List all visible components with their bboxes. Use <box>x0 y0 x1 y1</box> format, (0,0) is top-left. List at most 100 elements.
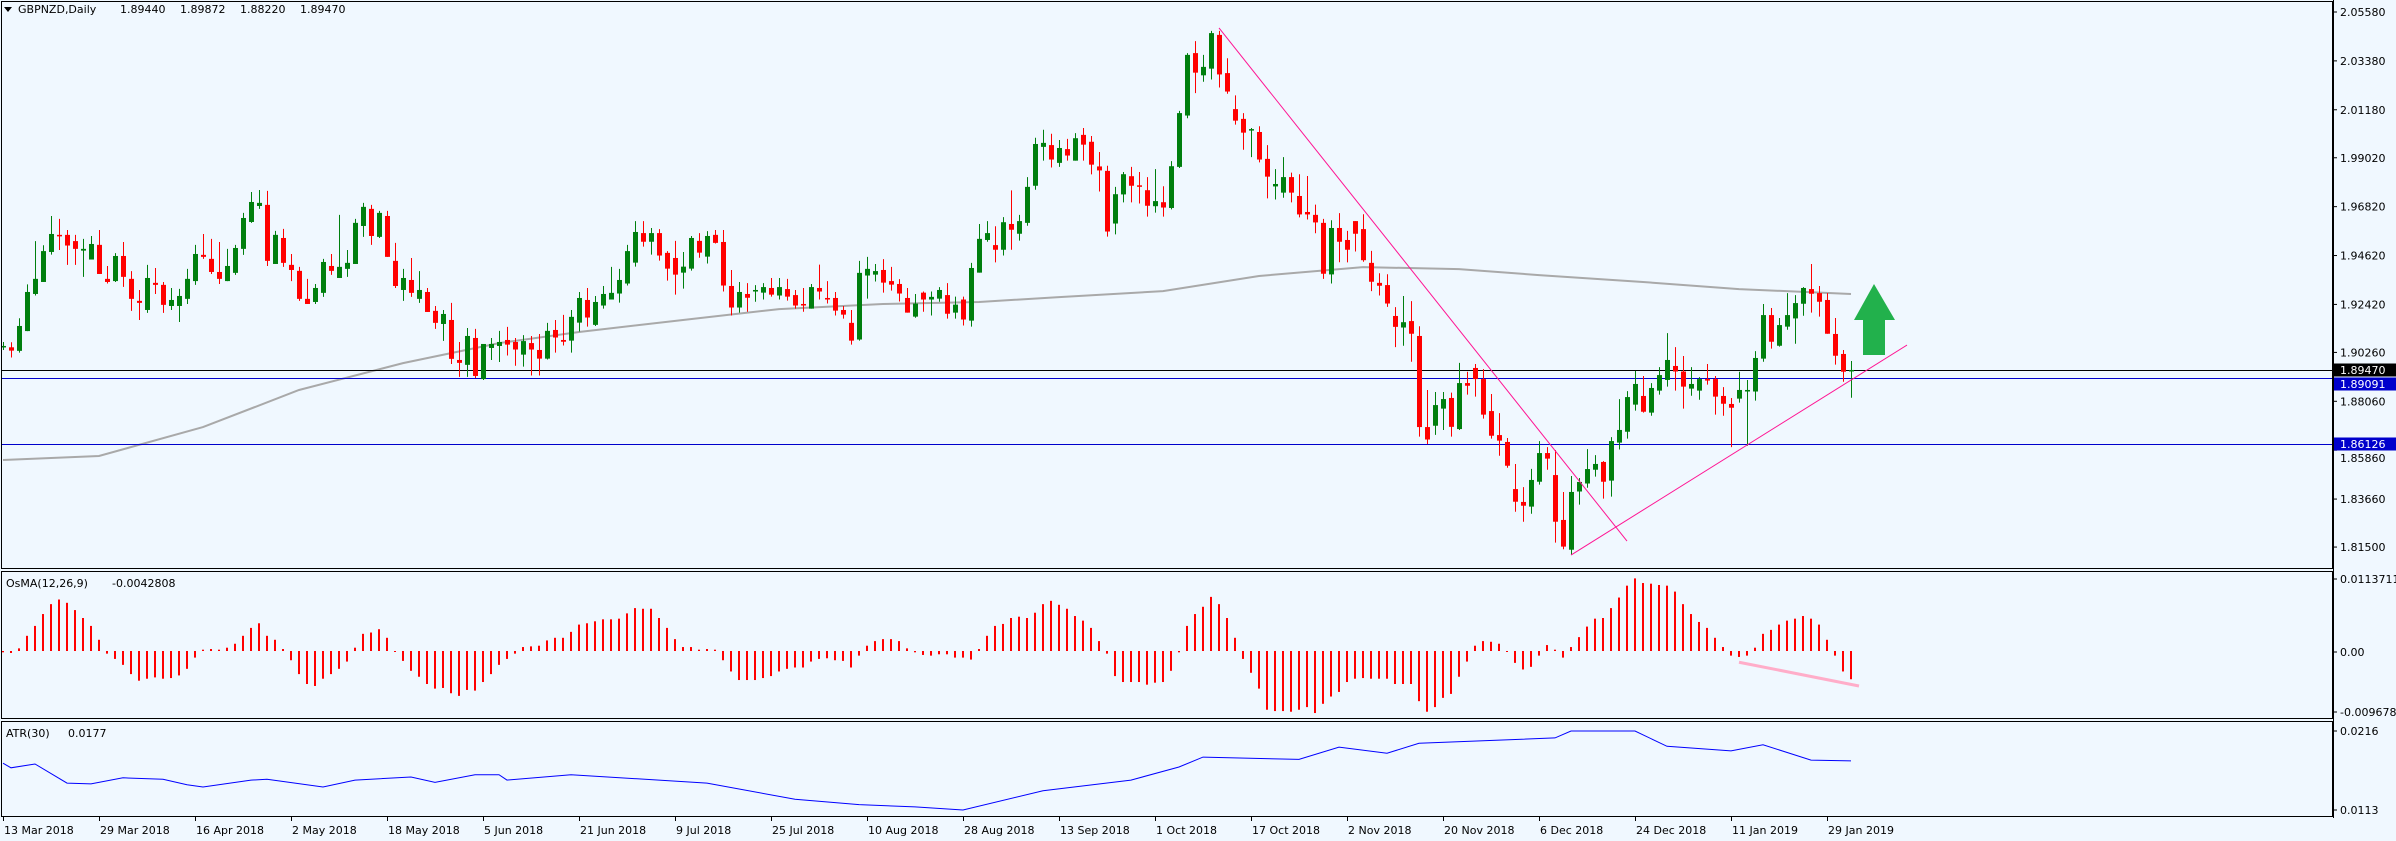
candle <box>1785 293 1790 330</box>
osma-bar <box>786 651 788 669</box>
candle <box>1409 301 1414 362</box>
candle-body <box>945 295 950 314</box>
candle-body <box>273 234 278 264</box>
candle <box>305 278 310 304</box>
osma-bar <box>1058 604 1060 651</box>
candle <box>409 257 414 297</box>
triangle-down-icon[interactable] <box>4 7 12 12</box>
osma-bar <box>490 651 492 675</box>
price-axis-label: 2.03380 <box>2340 55 2386 68</box>
candle <box>1321 218 1326 279</box>
osma-bar <box>162 651 164 679</box>
candle <box>1433 391 1438 435</box>
candle-body <box>1713 379 1718 397</box>
price-label-box <box>2334 377 2396 391</box>
candle <box>361 202 366 237</box>
atr-panel[interactable] <box>2 730 1852 811</box>
candle-body <box>1569 491 1574 550</box>
candle-body <box>513 341 518 350</box>
candle-body <box>225 265 230 282</box>
osma-bar <box>1162 651 1164 683</box>
candle <box>1617 399 1622 450</box>
price-axis-label: 1.88060 <box>2340 395 2386 408</box>
candle-body <box>753 289 758 292</box>
candle-body <box>745 293 750 298</box>
candle-body <box>1401 322 1406 328</box>
osma-bar <box>114 651 116 659</box>
osma-bar <box>1842 651 1844 672</box>
ascending-trendline[interactable] <box>1570 344 1908 556</box>
price-panel[interactable] <box>1 27 2333 556</box>
osma-panel[interactable] <box>2 578 1860 714</box>
candle-body <box>689 237 694 269</box>
candle-body <box>1097 166 1102 171</box>
osma-bar <box>418 651 420 677</box>
descending-trendline[interactable] <box>1218 27 1628 542</box>
candle-body <box>649 233 654 242</box>
osma-bar <box>1618 597 1620 651</box>
candle <box>1137 171 1142 204</box>
candle <box>321 258 326 297</box>
osma-bar <box>2 651 4 653</box>
candle-body <box>1833 333 1838 356</box>
candle-body <box>1113 194 1118 224</box>
osma-bar <box>130 651 132 675</box>
osma-bar <box>1762 633 1764 651</box>
osma-bar <box>578 624 580 651</box>
candle-body <box>1785 315 1790 327</box>
osma-bar <box>866 645 868 651</box>
osma-bar <box>898 641 900 651</box>
candle-body <box>1313 214 1318 223</box>
candle <box>777 277 782 300</box>
price-label-text: 1.89470 <box>2340 364 2386 377</box>
osma-bar <box>338 651 340 669</box>
candle <box>1185 53 1190 119</box>
candle-body <box>161 284 166 305</box>
osma-bar <box>858 651 860 656</box>
candle <box>97 229 102 274</box>
candle-body <box>393 260 398 286</box>
candle <box>329 253 334 275</box>
candle <box>961 296 966 326</box>
candle <box>1657 367 1662 395</box>
candle <box>257 189 262 209</box>
candle <box>1201 54 1206 82</box>
osma-bar <box>1050 600 1052 651</box>
osma-bar <box>682 647 684 651</box>
candle <box>225 248 230 282</box>
candle <box>545 322 550 360</box>
candle-body <box>1409 321 1414 334</box>
candle-body <box>177 295 182 306</box>
osma-bar <box>1394 651 1396 684</box>
candle-body <box>1681 371 1686 387</box>
candle-body <box>1633 383 1638 405</box>
osma-bar <box>762 651 764 679</box>
osma-bar <box>1082 620 1084 651</box>
candle <box>449 302 454 364</box>
osma-bar <box>506 651 508 659</box>
candle <box>1737 371 1742 403</box>
candle-body <box>1001 222 1006 250</box>
candle <box>1233 95 1238 125</box>
candle <box>753 285 758 302</box>
candle-body <box>1041 142 1046 147</box>
osma-bar <box>594 621 596 651</box>
candle-body <box>1761 315 1766 359</box>
osma-bar <box>106 651 108 654</box>
candle-body <box>1281 177 1286 193</box>
candle-body <box>257 202 262 206</box>
candle <box>489 337 494 360</box>
osma-bar <box>1546 645 1548 651</box>
candle <box>801 287 806 312</box>
osma-bar <box>738 651 740 681</box>
candle-body <box>665 252 670 269</box>
osma-bar <box>1794 618 1796 651</box>
candle-body <box>1793 303 1798 319</box>
osma-divergence-line[interactable] <box>1738 660 1860 688</box>
candle-body <box>433 310 438 323</box>
candle <box>1473 363 1478 397</box>
osma-bar <box>1778 624 1780 651</box>
osma-bar <box>658 618 660 651</box>
price-label-box <box>2334 437 2396 451</box>
